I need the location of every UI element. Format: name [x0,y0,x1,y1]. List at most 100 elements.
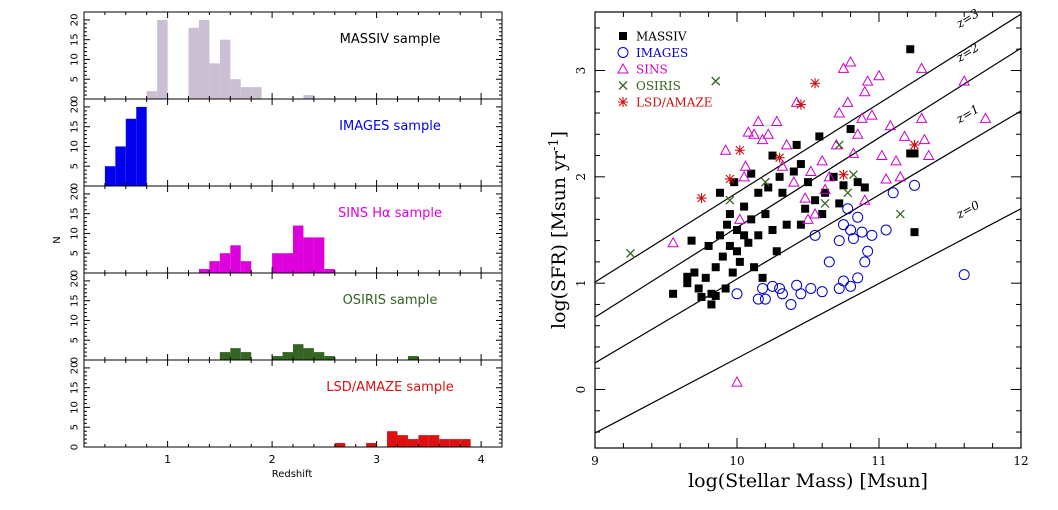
data-point [910,228,919,237]
data-point [802,213,814,224]
series-asterisk [696,78,920,204]
histogram-bar [282,352,293,360]
y-tick-label: 20 [70,275,81,288]
redshift-line-label: z=1 [953,102,982,127]
data-point [834,140,844,150]
histogram-bar [293,225,304,273]
data-point [838,169,849,180]
data-point [735,257,744,266]
legend-label: LSD/AMAZE [636,96,713,110]
sfr-mass-scatter: z=3z=2z=1z=09 10 11 120123MASSIVIMAGESSINSO… [574,6,1029,468]
data-point [815,132,824,141]
histogram-bar [418,435,429,447]
data-point [776,288,788,300]
data-point [843,188,853,198]
data-point [841,96,854,107]
data-point [752,293,764,305]
y-tick-label: 20 [70,14,81,27]
data-point [626,248,635,258]
histogram-bar [240,352,252,360]
data-point [707,289,716,298]
histogram-bar [198,269,210,273]
data-point [838,275,849,287]
redshift-line-label: z=3 [953,6,982,31]
data-point [833,235,845,247]
data-point [701,273,710,282]
y-tick-label: 10 [70,314,81,327]
data-point [810,78,821,89]
series-filled-square [669,45,919,309]
x-tick-label: 12 [1013,454,1028,468]
histogram-bar [240,261,252,273]
histogram-panel: 0 5 10 15 20 MASSIV sample [70,11,503,102]
histogram-bar [230,348,241,360]
data-point [859,256,871,268]
data-point [805,282,817,294]
data-point [754,188,763,197]
legend-item: LSD/AMAZE [618,96,713,110]
histogram-bar [428,435,440,447]
data-point [768,226,777,234]
panel-label: OSIRIS sample [343,293,438,308]
data-point [770,115,783,127]
data-point [730,178,739,187]
data-point [880,172,892,184]
data-point [873,69,885,81]
data-point [618,81,628,90]
data-point [715,188,724,197]
data-point [851,128,864,139]
data-point [683,272,692,281]
scatter-y-label-main: log(SFR) [Msun yr [548,150,570,329]
data-point [787,176,800,187]
data-point [789,167,798,176]
data-point [796,220,805,229]
legend-label: IMAGES [636,46,688,60]
data-point [866,229,878,241]
histogram-bar [334,443,346,447]
data-point [833,106,846,118]
data-point [816,154,829,166]
legend-label: MASSIV [636,30,687,44]
data-point [823,170,836,182]
y-tick-label: 5 [70,163,81,169]
data-point [856,112,868,123]
data-point [731,376,743,387]
data-point [809,229,821,241]
data-point [906,45,915,54]
x-tick-label: 11 [871,454,886,468]
data-point [816,286,828,298]
data-point [821,188,830,197]
x-tick-label: 9 [591,454,599,468]
data-point [856,226,868,238]
scatter-y-label-exponent: -1 [547,138,562,151]
y-tick-label: 0 [70,357,81,363]
data-point [838,219,849,231]
data-point [799,192,812,203]
y-tick-label: 5 [70,424,81,430]
data-point [774,282,786,294]
data-point [760,177,770,187]
histogram-bar [219,352,231,360]
histogram-bar [219,39,231,99]
histogram-bar [407,356,419,360]
data-point [860,183,869,192]
legend-item: IMAGES [617,46,688,60]
data-point [723,220,732,229]
data-point [740,231,749,240]
y-tick-label: 10 [70,227,81,240]
x-tick-label: 10 [729,454,744,468]
histogram-bar [240,87,252,99]
histogram-panel: 0 5 10 15 20 IMAGES sample [70,98,503,189]
data-point [898,130,911,141]
histogram-bar [282,253,293,273]
y-tick-label: 15 [70,207,81,220]
histogram-panel: 0 5 10 15 20 LSD/AMAZE sample [70,359,503,450]
data-point [829,172,838,181]
histogram-bar [303,348,314,360]
data-point [718,252,727,261]
y-tick-label: 20 [70,101,81,114]
histogram-bar [439,439,450,447]
data-point [711,291,720,300]
data-point [858,194,871,205]
data-point [791,279,803,291]
